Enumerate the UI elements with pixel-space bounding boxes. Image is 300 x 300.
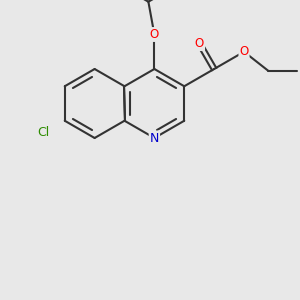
Text: Cl: Cl [38,126,50,139]
Text: O: O [239,45,249,58]
Text: O: O [195,37,204,50]
Text: O: O [150,28,159,41]
Text: N: N [150,131,159,145]
